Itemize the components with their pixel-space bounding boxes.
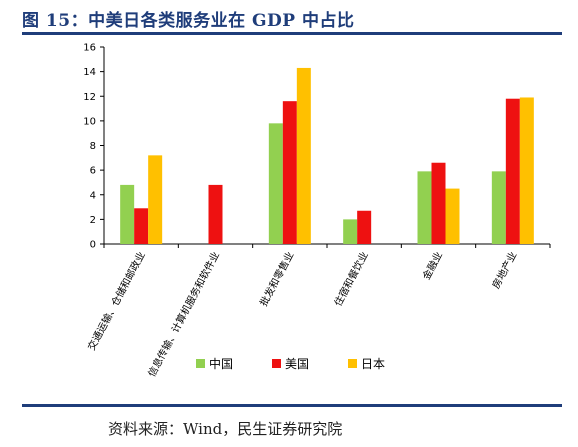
legend-label-中国: 中国 (209, 356, 233, 371)
title-rule (22, 32, 562, 35)
y-tick-label: 0 (90, 240, 96, 251)
y-tick-label: 2 (90, 215, 96, 226)
bar-中国-4 (417, 171, 432, 244)
y-tick-label: 8 (90, 141, 96, 152)
y-tick-label: 4 (90, 190, 96, 201)
y-tick-label: 14 (83, 67, 96, 78)
y-tick-label: 10 (83, 116, 96, 127)
legend-swatch-美国 (272, 359, 281, 368)
bar-日本-4 (445, 188, 460, 244)
bar-美国-1 (208, 184, 223, 244)
bar-日本-5 (519, 97, 534, 244)
legend-swatch-中国 (196, 359, 205, 368)
bar-美国-3 (357, 210, 372, 244)
source-rule (22, 404, 562, 407)
x-category-label: 房地产业 (489, 249, 519, 290)
chart-axes (100, 46, 551, 248)
bar-中国-3 (343, 219, 358, 244)
bar-日本-2 (296, 67, 311, 245)
legend-swatch-日本 (348, 359, 357, 368)
source-note: 资料来源：Wind，民生证券研究院 (108, 420, 343, 438)
chart-bars (120, 67, 534, 245)
bar-美国-4 (431, 162, 446, 244)
x-category-label: 金融业 (420, 249, 446, 282)
y-tick-label: 16 (83, 43, 96, 54)
bar-美国-0 (134, 208, 149, 244)
y-tick-label: 6 (90, 166, 96, 177)
x-category-label: 交通运输、仓储和邮政业 (85, 249, 148, 352)
bar-中国-5 (491, 171, 506, 244)
bar-中国-0 (120, 184, 135, 244)
x-category-label: 住宿和餐饮业 (331, 249, 371, 308)
bar-美国-5 (505, 98, 520, 245)
x-category-label: 批发和零售业 (257, 249, 297, 308)
bar-中国-2 (268, 123, 283, 244)
legend-label-日本: 日本 (361, 357, 385, 371)
chart-legend: 中国 美国 日本 (196, 356, 385, 371)
page-title: 图 15：中美日各类服务业在 GDP 中占比 (22, 11, 355, 31)
bar-日本-0 (148, 155, 163, 244)
y-tick-label: 12 (83, 92, 96, 103)
legend-label-美国: 美国 (285, 357, 309, 371)
bar-美国-2 (282, 101, 297, 244)
